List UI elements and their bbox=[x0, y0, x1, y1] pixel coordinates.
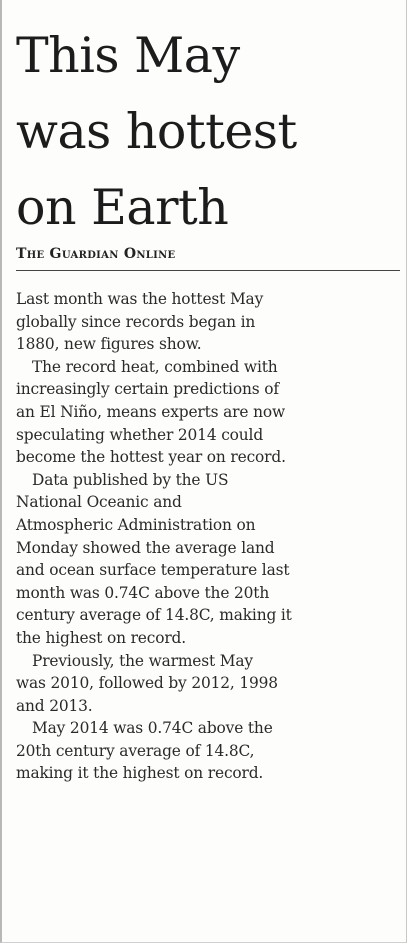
body-line: month was 0.74C above the 20th bbox=[16, 583, 270, 602]
body-line: globally since records began in bbox=[16, 312, 256, 331]
headline-line: on Earth bbox=[16, 179, 229, 236]
paragraph: Last month was the hottest May globally … bbox=[16, 288, 404, 356]
body-line: speculating whether 2014 could bbox=[16, 425, 264, 444]
body-line: May 2014 was 0.74C above the bbox=[32, 719, 273, 738]
headline-line: This May bbox=[16, 27, 240, 84]
body-line: Last month was the hottest May bbox=[16, 290, 264, 308]
paragraph: Data published by the US National Oceani… bbox=[16, 469, 404, 650]
body-line: and ocean surface temperature last bbox=[16, 561, 290, 580]
body-line: Data published by the US bbox=[32, 470, 229, 489]
article-body: Last month was the hottest May globally … bbox=[16, 288, 404, 785]
body-line: become the hottest year on record. bbox=[16, 448, 286, 467]
headline: This May was hottest on Earth bbox=[16, 18, 401, 246]
divider-rule bbox=[16, 270, 400, 271]
paragraph: The record heat, combined with increasin… bbox=[16, 356, 404, 469]
body-line: the highest on record. bbox=[16, 628, 187, 647]
paragraph: Previously, the warmest May was 2010, fo… bbox=[16, 650, 404, 718]
body-line: was 2010, followed by 2012, 1998 bbox=[16, 674, 278, 693]
body-line: and 2013. bbox=[16, 696, 93, 715]
body-line: Atmospheric Administration on bbox=[16, 515, 256, 534]
body-line: 20th century average of 14.8C, bbox=[16, 741, 255, 760]
body-line: Monday showed the average land bbox=[16, 538, 275, 557]
body-line: National Oceanic and bbox=[16, 493, 182, 512]
body-line: Previously, the warmest May bbox=[32, 651, 253, 670]
body-line: increasingly certain predictions of bbox=[16, 380, 279, 399]
body-line: 1880, new figures show. bbox=[16, 335, 202, 354]
source-byline: The Guardian Online bbox=[16, 246, 176, 262]
body-line: making it the highest on record. bbox=[16, 764, 264, 783]
headline-line: was hottest bbox=[16, 103, 297, 160]
paragraph: May 2014 was 0.74C above the 20th centur… bbox=[16, 717, 404, 785]
body-line: an El Niño, means experts are now bbox=[16, 402, 285, 421]
body-line: century average of 14.8C, making it bbox=[16, 606, 292, 625]
body-line: The record heat, combined with bbox=[32, 357, 278, 376]
